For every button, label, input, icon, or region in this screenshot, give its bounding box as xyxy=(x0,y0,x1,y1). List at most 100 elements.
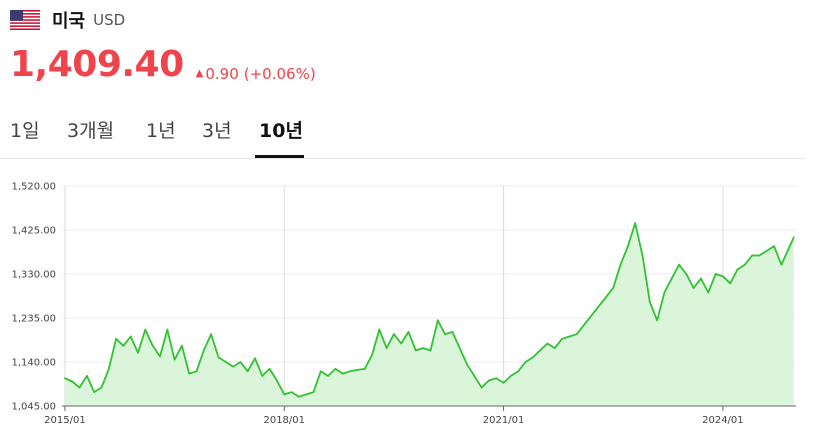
data-point xyxy=(393,333,395,336)
data-point xyxy=(356,368,359,371)
data-point xyxy=(458,347,461,350)
y-tick-label: 1,235.00 xyxy=(11,314,56,325)
data-point xyxy=(729,282,732,285)
data-point xyxy=(517,370,520,373)
data-point xyxy=(758,254,761,257)
up-triangle-icon: ▲ xyxy=(195,68,204,79)
data-point xyxy=(780,263,783,266)
tab-3m[interactable]: 3개월 xyxy=(67,120,115,142)
data-point xyxy=(137,351,139,354)
data-point xyxy=(531,356,534,359)
data-point xyxy=(414,349,417,352)
x-tick-label: 2018/01 xyxy=(263,415,305,426)
active-tab-underline xyxy=(255,155,304,158)
data-point xyxy=(115,337,117,340)
data-point xyxy=(217,356,220,359)
data-point xyxy=(612,286,615,289)
data-point xyxy=(678,263,680,266)
data-point xyxy=(575,333,578,336)
data-point xyxy=(765,249,768,252)
data-point xyxy=(597,305,600,308)
data-point xyxy=(107,368,110,370)
x-tick-label: 2015/01 xyxy=(44,415,86,426)
data-point xyxy=(144,328,147,331)
data-point xyxy=(180,344,183,347)
y-tick-label: 1,140.00 xyxy=(11,358,56,369)
data-point xyxy=(656,319,658,322)
data-point xyxy=(232,365,234,368)
data-point xyxy=(363,368,366,370)
data-point xyxy=(707,291,710,294)
period-tabs: 1일 3개월 1년 3년 10년 xyxy=(0,102,806,159)
data-point xyxy=(787,247,790,250)
data-point xyxy=(429,349,432,352)
data-point xyxy=(792,236,795,239)
data-point xyxy=(239,361,242,363)
y-tick-label: 1,045.00 xyxy=(11,402,56,413)
data-point xyxy=(692,286,695,289)
data-point xyxy=(71,380,74,383)
data-point xyxy=(188,372,191,375)
data-point xyxy=(524,361,527,363)
data-point xyxy=(349,370,351,373)
data-point xyxy=(254,357,256,360)
data-point xyxy=(78,386,81,389)
data-point xyxy=(700,277,702,280)
data-point xyxy=(195,370,198,373)
data-point xyxy=(743,263,746,266)
y-tick-label: 1,520.00 xyxy=(11,182,56,193)
data-point xyxy=(422,347,425,350)
data-point xyxy=(466,363,468,366)
data-point xyxy=(436,319,439,322)
data-point xyxy=(312,391,315,394)
data-point xyxy=(473,374,476,377)
data-point xyxy=(173,358,176,361)
country-name: 미국 xyxy=(52,11,86,32)
data-point xyxy=(224,361,227,363)
data-point xyxy=(290,391,293,394)
tab-10y[interactable]: 10년 xyxy=(259,120,303,142)
data-point xyxy=(751,254,754,257)
area-fill xyxy=(64,223,794,406)
data-point xyxy=(341,372,344,375)
data-point xyxy=(553,347,556,350)
data-point xyxy=(736,268,739,271)
data-point xyxy=(480,386,483,389)
data-point xyxy=(721,275,724,278)
y-tick-label: 1,330.00 xyxy=(11,270,56,281)
change-percent: (+0.06%) xyxy=(243,64,316,83)
data-point xyxy=(634,222,637,224)
currency-code: USD xyxy=(93,11,126,29)
data-point xyxy=(129,335,132,338)
data-point xyxy=(451,330,454,333)
data-point xyxy=(539,349,542,352)
data-point xyxy=(619,263,622,266)
data-point xyxy=(151,344,154,347)
data-point xyxy=(122,344,125,347)
data-point xyxy=(626,245,629,248)
change-value: 0.90 xyxy=(205,64,239,83)
data-point xyxy=(100,386,103,389)
data-point xyxy=(400,342,403,345)
data-point xyxy=(64,377,66,380)
data-point xyxy=(268,368,271,370)
currency-header: 미국 USD xyxy=(10,6,125,34)
data-point xyxy=(319,370,322,373)
current-price: 1,409.40 xyxy=(10,44,184,85)
data-point xyxy=(159,355,161,358)
data-point xyxy=(568,335,571,338)
data-point xyxy=(327,374,330,377)
data-point xyxy=(488,379,490,382)
data-point xyxy=(561,337,563,340)
data-point xyxy=(444,333,446,336)
y-tick-label: 1,425.00 xyxy=(11,226,56,237)
tab-3y[interactable]: 3년 xyxy=(202,120,232,142)
data-point xyxy=(334,368,337,370)
data-point xyxy=(495,377,498,380)
tab-1y[interactable]: 1년 xyxy=(146,120,176,142)
tab-1d[interactable]: 1일 xyxy=(10,120,40,142)
exchange-rate-chart: 1,045.00 1,140.00 1,235.00 1,330.00 1,425.00… xyxy=(11,182,796,426)
data-point xyxy=(670,277,673,280)
data-point xyxy=(509,374,512,377)
data-point xyxy=(246,370,249,373)
